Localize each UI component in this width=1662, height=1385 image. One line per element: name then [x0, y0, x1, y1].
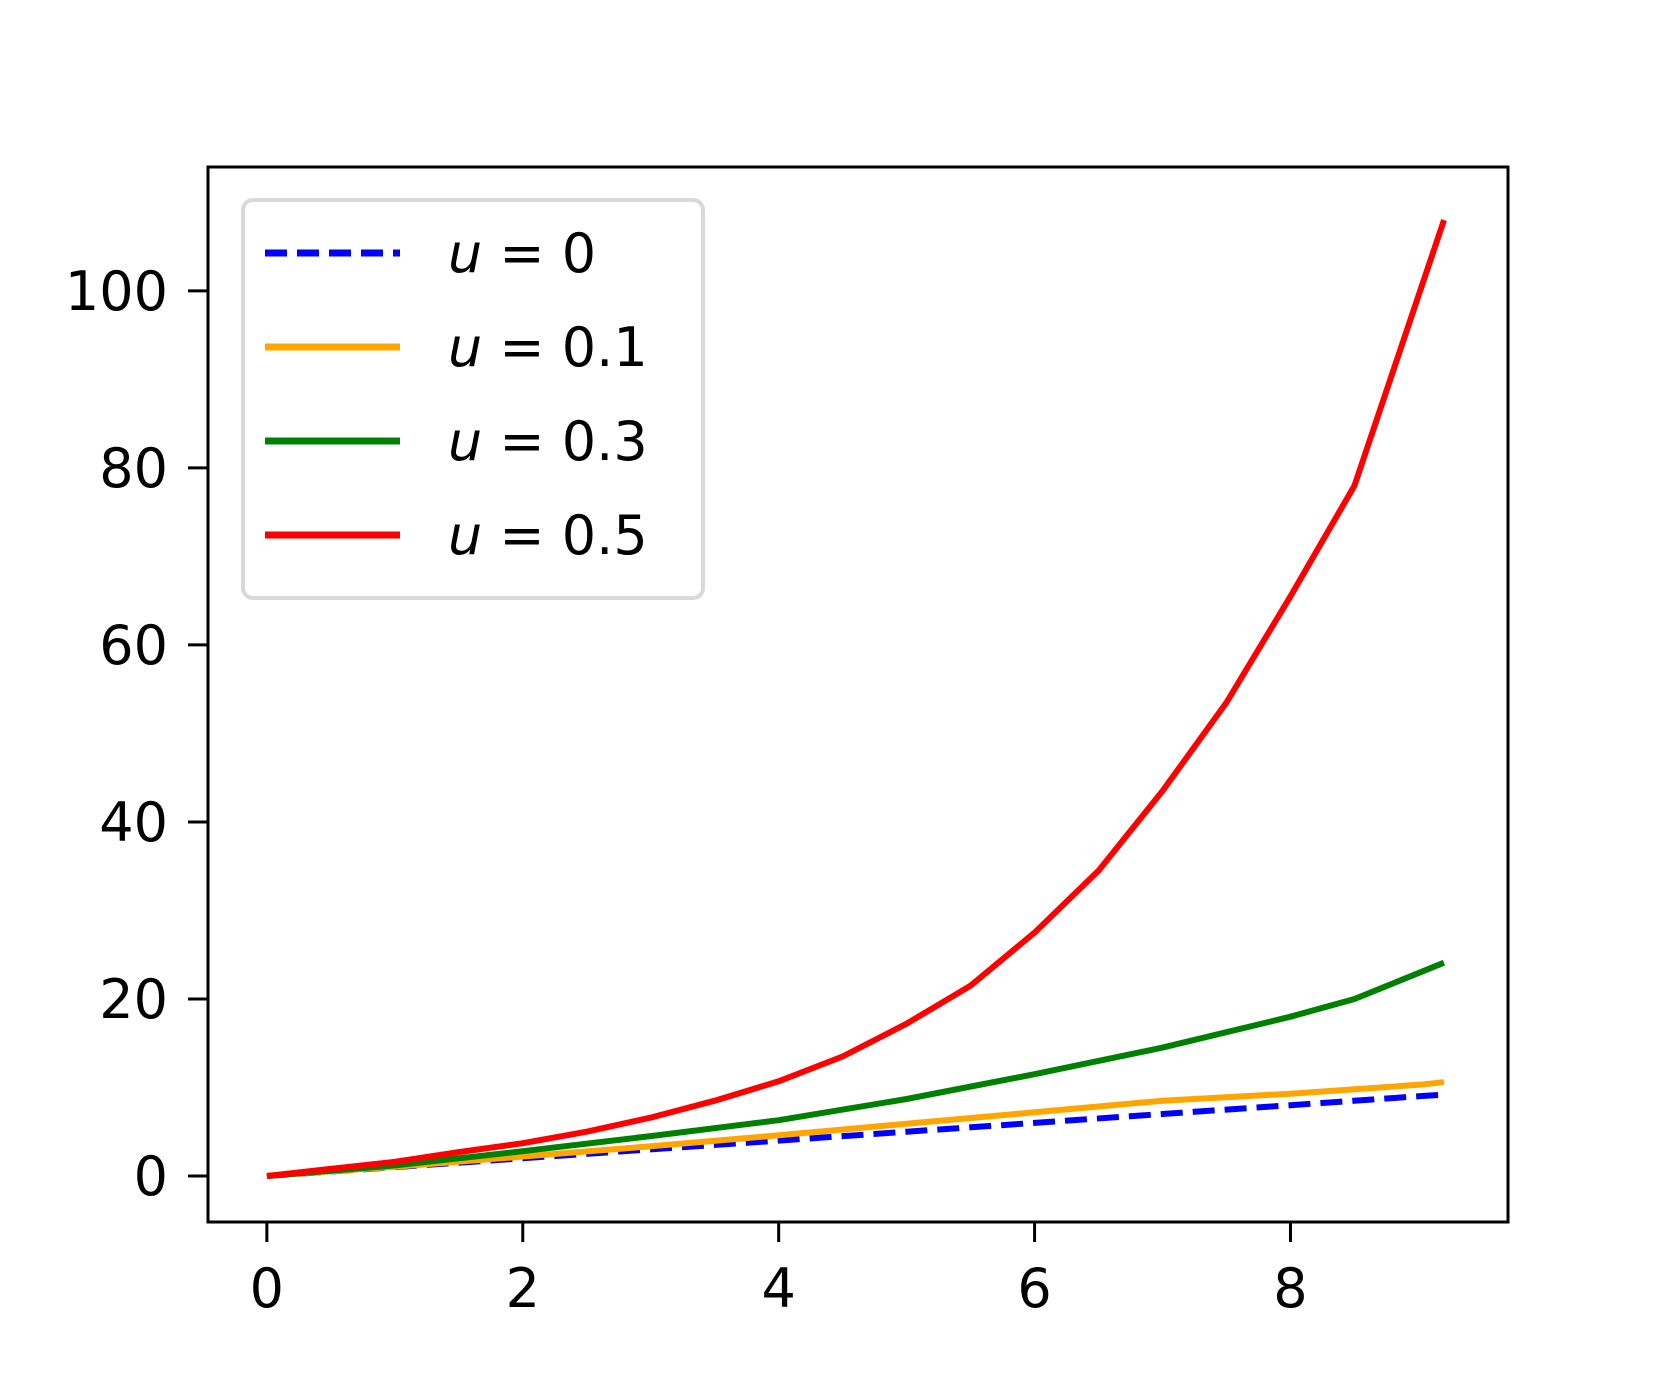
legend-label-0: u = 0 — [448, 222, 596, 285]
y-tick-label: 20 — [99, 968, 168, 1031]
x-tick-label: 8 — [1273, 1257, 1307, 1320]
x-axis-ticks: 0 2 4 6 8 — [250, 1222, 1308, 1320]
y-tick-label: 40 — [99, 791, 168, 854]
legend-box — [241, 198, 705, 600]
legend-label-3: u = 0.5 — [448, 504, 648, 567]
x-tick-label: 0 — [250, 1257, 284, 1320]
series-lines — [266, 219, 1447, 1179]
y-tick-label: 0 — [134, 1145, 168, 1208]
y-tick-label: 80 — [99, 437, 168, 500]
series-line-2 — [266, 959, 1446, 1179]
series-line-1 — [266, 1079, 1445, 1179]
y-tick-label: 60 — [99, 614, 168, 677]
y-tick-label: 100 — [65, 260, 168, 323]
x-tick-label: 6 — [1017, 1257, 1051, 1320]
plot-frame — [206, 165, 1510, 1224]
y-axis-ticks: 0 20 40 60 80 100 — [65, 260, 208, 1208]
legend-label-2: u = 0.3 — [448, 410, 648, 473]
x-tick-label: 4 — [761, 1257, 795, 1320]
x-tick-label: 2 — [506, 1257, 540, 1320]
series-line-3 — [266, 219, 1447, 1179]
legend: u = 0 u = 0.1 u = 0.3 u = 0.5 — [241, 198, 705, 600]
legend-label-1: u = 0.1 — [448, 316, 648, 379]
